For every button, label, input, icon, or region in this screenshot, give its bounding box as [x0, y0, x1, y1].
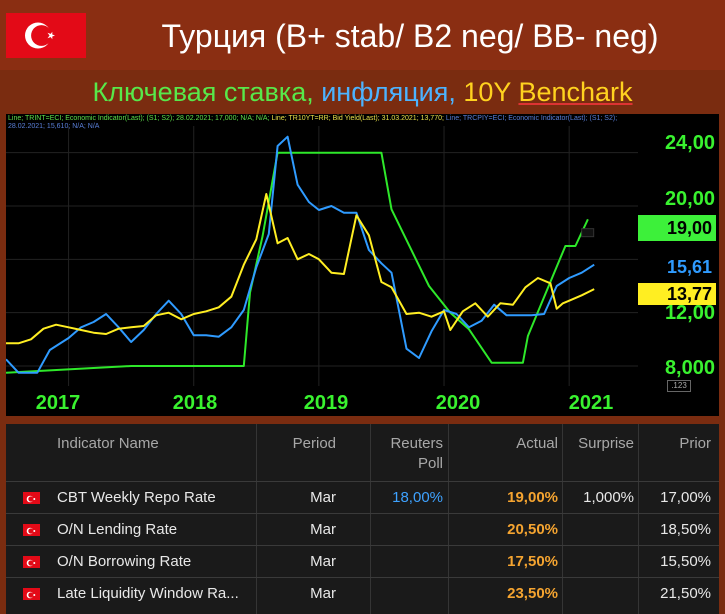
turkey-flag-icon — [23, 524, 40, 536]
turkey-flag-icon — [23, 492, 40, 504]
table-row[interactable]: O/N Lending Rate Mar 20,50% 18,50% — [6, 513, 719, 546]
series-line-bond[interactable] — [6, 193, 595, 345]
period: Mar — [310, 521, 336, 538]
column-divider — [562, 424, 563, 614]
column-divider — [638, 424, 639, 614]
column-divider — [256, 424, 257, 614]
subtitle-key-rate: Ключевая ставка, — [92, 77, 322, 107]
turkey-flag-icon — [6, 13, 86, 58]
legend-policy-rate: Line; TRINT=ECI; Economic Indicator(Last… — [8, 115, 270, 122]
indicator-name: O/N Lending Rate — [57, 521, 178, 538]
prior: 17,00% — [660, 489, 711, 506]
table-row[interactable]: Late Liquidity Window Ra... Mar 23,50% 2… — [6, 577, 719, 610]
legend-inflation-values: 28.02.2021; 15,610; N/A; N/A — [8, 123, 100, 130]
legend-inflation: Line; TRCPIY=ECI; Economic Indicator(Las… — [445, 115, 618, 122]
surprise — [562, 578, 634, 610]
indicator-name: O/N Borrowing Rate — [57, 553, 192, 570]
x-tick-label: 2020 — [435, 392, 481, 414]
surprise: 1,000% — [583, 489, 634, 506]
reuters-poll — [370, 546, 443, 578]
y-tick-label: 12,00 — [664, 302, 715, 324]
reuters-poll — [370, 514, 443, 546]
actual: 20,50% — [507, 521, 558, 538]
series-line-inflation[interactable] — [6, 135, 595, 374]
table-row[interactable]: CBT Weekly Repo Rate Mar 18,00% 19,00% 1… — [6, 481, 719, 514]
period: Mar — [310, 553, 336, 570]
actual: 19,00% — [507, 489, 558, 506]
indicator-name: Late Liquidity Window Ra... — [57, 585, 239, 602]
indicator-name: CBT Weekly Repo Rate — [57, 489, 216, 506]
header-surprise[interactable]: Surprise — [578, 435, 634, 452]
turkey-flag-icon — [23, 588, 40, 600]
column-divider — [370, 424, 371, 614]
scale-indicator[interactable]: .123 — [667, 380, 691, 392]
legend-bond: Line; TR10YT=RR; Bid Yield(Last); 31.03.… — [271, 115, 444, 122]
indicator-table: Indicator Name Period Reuters Poll Actua… — [6, 424, 719, 614]
line-chart-svg — [6, 126, 638, 386]
chart-subtitle: Ключевая ставка, инфляция, 10Y Benchark — [0, 70, 725, 114]
surprise — [562, 546, 634, 578]
header-prior[interactable]: Prior — [679, 435, 711, 452]
subtitle-inflation: инфляция, — [321, 77, 464, 107]
x-tick-label: 2019 — [303, 392, 349, 414]
last-value-policy-rate: 19,00 — [638, 215, 716, 241]
x-tick-label: 2018 — [172, 392, 218, 414]
turkey-flag-icon — [23, 556, 40, 568]
actual: 23,50% — [507, 585, 558, 602]
period: Mar — [310, 489, 336, 506]
header-indicator-name[interactable]: Indicator Name — [57, 435, 159, 452]
y-tick-label: 8,000 — [664, 357, 715, 379]
chart-legend-line-2: 28.02.2021; 15,610; N/A; N/A — [8, 122, 648, 131]
chart-panel[interactable]: Line; TRINT=ECI; Economic Indicator(Last… — [6, 114, 719, 416]
y-tick-label: 24,00 — [664, 132, 715, 154]
header-reuters-poll[interactable]: Reuters Poll — [390, 435, 443, 472]
header-period[interactable]: Period — [292, 435, 336, 452]
prior: 18,50% — [660, 521, 711, 538]
last-value-bond: 13,77 — [638, 283, 716, 305]
last-value-inflation: 15,61 — [638, 256, 716, 278]
series-line-policy-rate[interactable] — [6, 151, 589, 374]
subtitle-10y: 10Y — [463, 77, 519, 107]
x-tick-label: 2017 — [35, 392, 81, 414]
subtitle-benchmark: Benchark — [518, 77, 633, 107]
prior: 21,50% — [660, 585, 711, 602]
page-title: Турция (B+ stab/ B2 neg/ BB- neg) — [161, 18, 659, 54]
period: Mar — [310, 585, 336, 602]
header-actual[interactable]: Actual — [516, 435, 558, 452]
crosshair-marker — [581, 228, 595, 238]
reuters-poll — [370, 578, 443, 610]
actual: 17,50% — [507, 553, 558, 570]
chart-legend-line-1: Line; TRINT=ECI; Economic Indicator(Last… — [8, 114, 648, 123]
header-bar: Турция (B+ stab/ B2 neg/ BB- neg) — [0, 0, 725, 70]
surprise — [562, 514, 634, 546]
prior: 15,50% — [660, 553, 711, 570]
y-tick-label: 20,00 — [664, 188, 715, 210]
column-divider — [448, 424, 449, 614]
x-tick-label: 2021 — [568, 392, 614, 414]
table-row[interactable]: O/N Borrowing Rate Mar 17,50% 15,50% — [6, 545, 719, 578]
reuters-poll: 18,00% — [392, 489, 443, 506]
